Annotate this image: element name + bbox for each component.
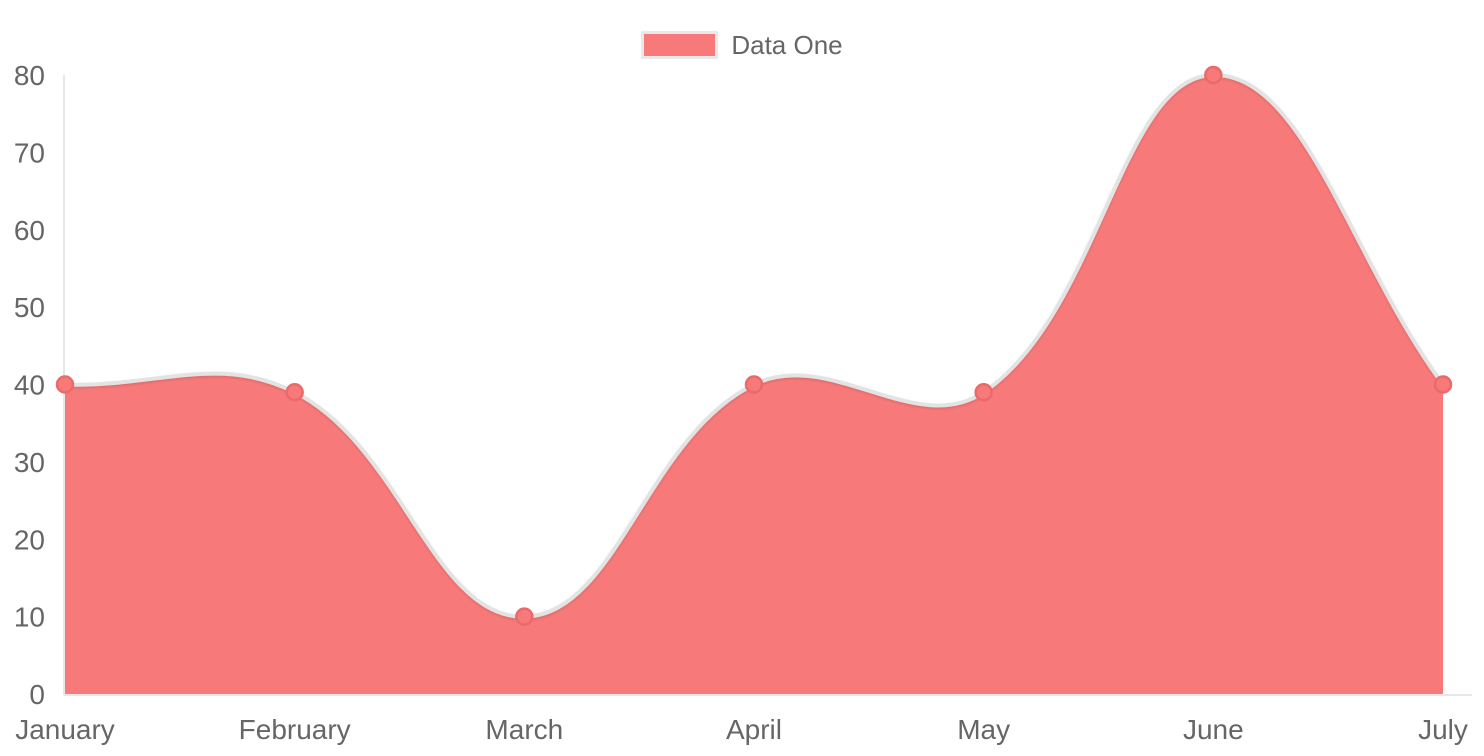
y-tick-label: 40 — [14, 370, 45, 401]
x-tick-label: March — [485, 714, 563, 745]
y-tick-label: 70 — [14, 137, 45, 168]
data-point-april[interactable] — [744, 375, 764, 394]
data-point-june[interactable] — [1204, 65, 1223, 85]
area-fill — [65, 74, 1443, 695]
data-point-march[interactable] — [515, 607, 534, 626]
y-tick-label: 30 — [14, 447, 45, 478]
y-tick-label: 20 — [14, 524, 45, 555]
x-tick-label: June — [1183, 714, 1244, 745]
x-tick-label: April — [726, 714, 782, 745]
data-point-january[interactable] — [55, 375, 75, 394]
data-point-february[interactable] — [285, 382, 304, 402]
x-tick-label: February — [239, 714, 351, 745]
y-tick-label: 80 — [14, 60, 45, 91]
data-point-july[interactable] — [1433, 375, 1453, 394]
x-tick-label: July — [1418, 714, 1468, 745]
legend-item-data-one[interactable]: Data One — [0, 31, 1484, 59]
legend-color-swatch — [641, 31, 719, 59]
y-tick-label: 10 — [14, 602, 45, 633]
legend-label: Data One — [731, 30, 843, 60]
y-tick-label: 60 — [14, 215, 45, 246]
x-tick-label: January — [15, 714, 115, 745]
x-tick-label: May — [957, 714, 1010, 745]
y-tick-label: 0 — [29, 679, 45, 710]
y-tick-label: 50 — [14, 292, 45, 323]
data-point-may[interactable] — [974, 382, 993, 402]
